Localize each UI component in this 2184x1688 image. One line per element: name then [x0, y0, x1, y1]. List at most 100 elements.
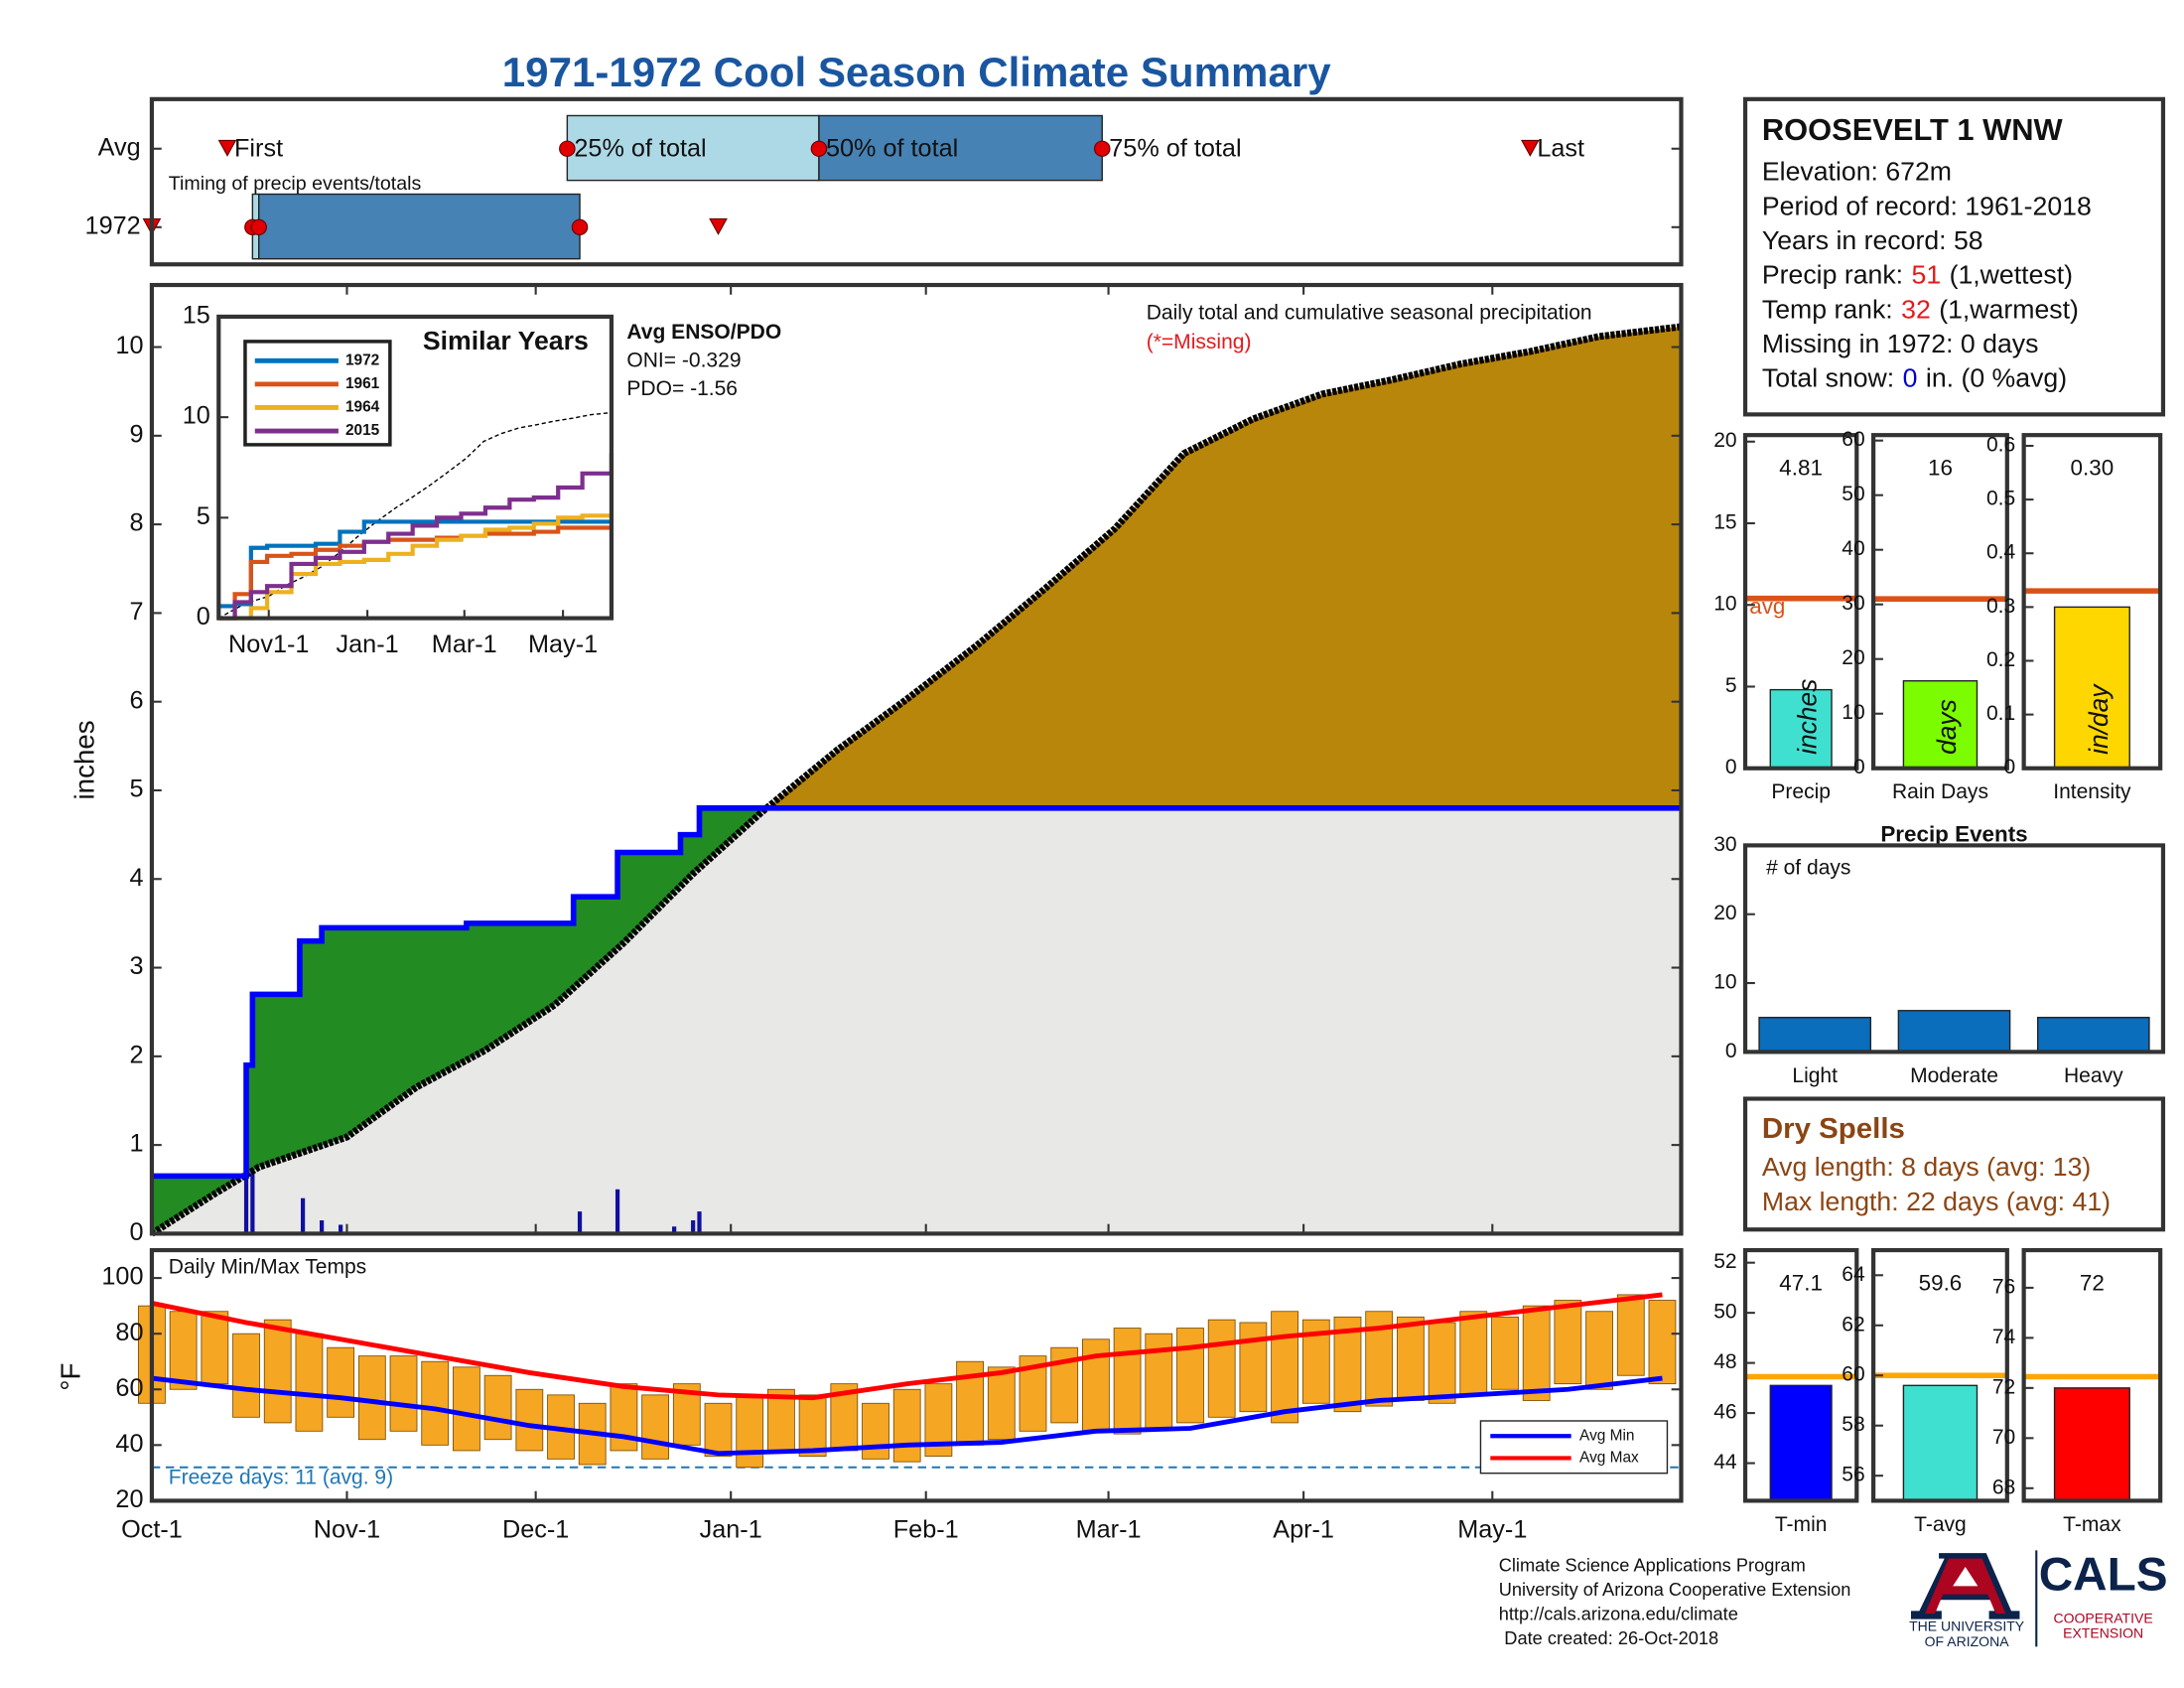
frame	[2021, 433, 2163, 771]
logo-a-hole	[1953, 1566, 1979, 1587]
station-info: Precip rank: 51 (1,wettest)	[1762, 260, 2073, 290]
temp-range-bar	[1239, 1322, 1268, 1413]
average-temp-line	[151, 1292, 1663, 1401]
dry-spells-line: Max length: 22 days (avg: 41)	[1762, 1187, 2111, 1216]
frame	[149, 96, 1684, 267]
station-info: Period of record: 1961-2018	[1762, 191, 2092, 220]
x-tick-label: May-1	[1457, 1516, 1527, 1544]
extension-text: COOPERATIVE	[2054, 1610, 2153, 1625]
station-info: Elevation: 672m	[1762, 157, 1952, 187]
temp-range-bar	[1176, 1328, 1204, 1424]
temp-range-bar	[987, 1366, 1016, 1441]
daily-precip-bar	[339, 1224, 343, 1234]
frame	[1742, 843, 2166, 1055]
station-info: Years in record: 58	[1762, 225, 1983, 255]
temp-range-bar	[1459, 1311, 1488, 1396]
x-tick-label: Jan-1	[337, 631, 399, 658]
temp-range-bar	[327, 1346, 355, 1418]
temp-range-bar	[1271, 1311, 1298, 1424]
y-tick-label: 40	[1842, 537, 1864, 560]
marker-label: 75% of total	[1109, 135, 1241, 163]
y-tick-label: 5	[1725, 674, 1737, 697]
page-title: 1971-1972 Cool Season Climate Summary	[502, 49, 1332, 95]
temp-range-bar	[1554, 1300, 1582, 1385]
y-tick-label: 30	[1713, 833, 1736, 856]
y-tick-label: 20	[1713, 429, 1736, 452]
y-tick-label: 0.6	[1986, 434, 2015, 457]
y-tick-label: 68	[1992, 1476, 2015, 1498]
ua-logo	[1911, 1550, 2038, 1647]
y-tick-label: 0	[1725, 756, 1737, 778]
timeline-note: Timing of precip events/totals	[169, 173, 422, 195]
x-tick-label: Nov-1	[314, 1516, 380, 1544]
y-tick-label: 10	[115, 332, 143, 359]
station-info-part: Elevation: 672m	[1762, 157, 1952, 187]
y-tick-label: 4	[129, 864, 143, 892]
footer-line: Climate Science Applications Program	[1499, 1556, 1806, 1576]
frame	[216, 314, 614, 621]
y-tick-label: 10	[183, 402, 210, 430]
station-info-part: Period of record: 1961-2018	[1762, 191, 2092, 220]
bar	[1902, 1384, 1979, 1502]
station-info-part: Missing in 1972: 0 days	[1762, 329, 2039, 358]
marker-label: First	[234, 135, 283, 163]
y-tick-label: 0	[197, 603, 210, 631]
y-tick-label: 40	[115, 1430, 143, 1458]
temp-range-bar	[1522, 1305, 1551, 1401]
x-tick-label: Mar-1	[432, 631, 497, 658]
frame	[1742, 433, 1859, 771]
temp-range-bar	[169, 1311, 198, 1390]
average-label: avg	[1749, 594, 1785, 619]
station-info: Missing in 1972: 0 days	[1762, 329, 2039, 358]
cumulative-1972-line	[151, 805, 1682, 1180]
chart-subtitle: Daily total and cumulative seasonal prec…	[1147, 302, 1592, 325]
legend-label: 1972	[345, 352, 379, 368]
temp-range-bar	[862, 1402, 889, 1460]
quartile-marker	[810, 140, 828, 157]
x-tick-label: Feb-1	[893, 1516, 959, 1544]
frame	[149, 1247, 1684, 1503]
marker-label: 50% of total	[826, 135, 958, 163]
dry-spells-line: Avg length: 8 days (avg: 13)	[1762, 1152, 2091, 1182]
temp-range-bar	[1648, 1300, 1677, 1385]
y-tick-label: 7	[129, 598, 143, 626]
temp-range-bar	[1491, 1316, 1519, 1390]
x-category-label: Moderate	[1910, 1064, 1998, 1087]
average-temp-line	[151, 1375, 1663, 1457]
enso-annotation: Avg ENSO/PDO	[626, 321, 781, 344]
quartile-marker	[559, 140, 576, 157]
daily-precip-bar	[614, 1189, 620, 1234]
temp-range-bar	[201, 1311, 229, 1385]
y-tick-label: 15	[183, 302, 210, 330]
frame	[1742, 96, 2166, 417]
station-info-part: (1,wettest)	[1950, 260, 2073, 290]
station-info-part: Total snow:	[1762, 363, 1894, 393]
frame	[2021, 1247, 2163, 1503]
daily-precip-bar	[243, 1127, 249, 1234]
y-tick-label: 0	[1853, 756, 1865, 778]
y-tick-label: 10	[1713, 971, 1736, 994]
y-tick-label: 10	[1713, 593, 1736, 616]
temp-range-bar	[483, 1374, 512, 1441]
bar	[2053, 1387, 2130, 1502]
value-label: 59.6	[1919, 1271, 1963, 1296]
y-tick-label: 30	[1842, 592, 1864, 615]
value-label: 72	[2080, 1271, 2105, 1296]
quartile-box	[566, 114, 820, 182]
temp-range-bar	[1207, 1319, 1236, 1418]
enso-annotation: PDO= -1.56	[626, 377, 738, 400]
daily-precip-bar	[320, 1220, 325, 1234]
x-tick-label: Jan-1	[700, 1516, 762, 1544]
temp-range-bar	[892, 1388, 921, 1463]
y-tick-label: 76	[1992, 1276, 2015, 1299]
footer-line: Date created: 26-Oct-2018	[1504, 1628, 1718, 1648]
x-tick-label: Mar-1	[1076, 1516, 1142, 1544]
x-tick-label: May-1	[528, 631, 598, 658]
x-tick-label: Dec-1	[502, 1516, 569, 1544]
value-label: 0.30	[2071, 456, 2115, 481]
similar-year-line	[218, 513, 614, 621]
event-marker	[1520, 139, 1540, 157]
y-tick-label: 70	[1992, 1426, 2015, 1449]
temp-range-bar	[453, 1366, 480, 1452]
